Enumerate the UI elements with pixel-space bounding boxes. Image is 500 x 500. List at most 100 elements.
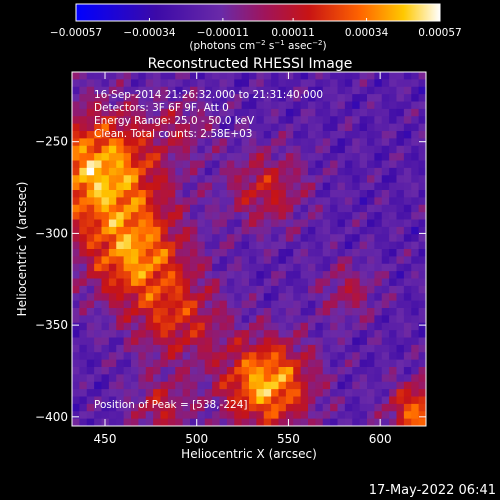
heatmap-cell — [396, 396, 405, 405]
heatmap-cell — [86, 278, 95, 287]
heatmap-cell — [219, 278, 228, 287]
heatmap-cell — [352, 308, 361, 316]
heatmap-cell — [212, 226, 221, 235]
heatmap-cell — [219, 418, 228, 426]
heatmap-cell — [396, 389, 405, 398]
heatmap-cell — [123, 322, 132, 331]
heatmap-cell — [123, 190, 132, 198]
heatmap-cell — [175, 374, 184, 383]
heatmap-cell — [300, 308, 309, 316]
heatmap-cell — [219, 175, 228, 184]
heatmap-cell — [116, 411, 125, 420]
heatmap-cell — [219, 344, 228, 353]
heatmap-cell — [359, 241, 368, 250]
heatmap-cell — [374, 256, 383, 265]
heatmap-cell — [219, 219, 228, 228]
heatmap-cell — [219, 330, 228, 339]
heatmap-cell — [278, 271, 287, 280]
heatmap-cell — [411, 396, 420, 405]
heatmap-cell — [285, 330, 294, 339]
heatmap-cell — [315, 219, 324, 228]
heatmap-cell — [182, 94, 191, 103]
heatmap-cell — [403, 337, 412, 346]
heatmap-cell — [197, 190, 206, 198]
heatmap-cell — [72, 131, 80, 139]
heatmap-cell — [116, 160, 125, 169]
heatmap-cell — [145, 263, 154, 272]
heatmap-cell — [190, 396, 198, 405]
heatmap-cell — [79, 241, 88, 250]
heatmap-cell — [131, 418, 139, 426]
heatmap-cell — [381, 271, 390, 280]
heatmap-cell — [153, 79, 162, 88]
heatmap-cell — [359, 256, 368, 265]
heatmap-cell — [344, 145, 353, 154]
heatmap-cell — [389, 381, 398, 390]
heatmap-cell — [263, 94, 272, 103]
heatmap-cell — [197, 204, 206, 213]
heatmap-cell — [374, 374, 383, 383]
heatmap-cell — [145, 271, 154, 280]
heatmap-cell — [153, 190, 162, 198]
heatmap-cell — [344, 344, 353, 353]
heatmap-cell — [167, 204, 176, 213]
heatmap-cell — [308, 330, 316, 339]
heatmap-cell — [94, 101, 103, 110]
heatmap-cell — [197, 212, 206, 221]
heatmap-cell — [175, 175, 184, 184]
heatmap-cell — [190, 308, 198, 316]
heatmap-cell — [175, 182, 184, 191]
heatmap-cell — [263, 322, 272, 331]
heatmap-cell — [153, 212, 162, 221]
heatmap-cell — [145, 381, 154, 390]
heatmap-cell — [86, 108, 95, 117]
heatmap-cell — [403, 86, 412, 95]
heatmap-cell — [138, 396, 147, 405]
heatmap-cell — [293, 293, 302, 302]
heatmap-cell — [396, 79, 405, 88]
heatmap-cell — [293, 396, 302, 405]
heatmap-cell — [330, 315, 339, 324]
heatmap-cell — [403, 322, 412, 331]
heatmap-cell — [175, 234, 184, 243]
heatmap-cell — [322, 234, 331, 243]
heatmap-cell — [285, 108, 294, 117]
heatmap-cell — [322, 72, 331, 80]
heatmap-cell — [241, 175, 250, 184]
heatmap-cell — [411, 86, 420, 95]
heatmap-cell — [123, 367, 132, 375]
heatmap-cell — [212, 278, 221, 287]
heatmap-cell — [123, 396, 132, 405]
heatmap-cell — [300, 175, 309, 184]
heatmap-cell — [94, 72, 103, 80]
heatmap-cell — [249, 234, 257, 243]
heatmap-cell — [418, 344, 426, 353]
heatmap-cell — [285, 131, 294, 139]
heatmap-cell — [94, 337, 103, 346]
heatmap-cell — [175, 381, 184, 390]
heatmap-cell — [337, 330, 346, 339]
heatmap-cell — [285, 389, 294, 398]
heatmap-cell — [381, 418, 390, 426]
heatmap-cell — [389, 145, 398, 154]
heatmap-cell — [226, 219, 235, 228]
heatmap-cell — [138, 226, 147, 235]
heatmap-cell — [153, 374, 162, 383]
heatmap-cell — [271, 293, 280, 302]
heatmap-cell — [226, 308, 235, 316]
heatmap-cell — [308, 403, 316, 412]
heatmap-cell — [94, 403, 103, 412]
heatmap-cell — [160, 403, 169, 412]
heatmap-cell — [403, 131, 412, 139]
heatmap-cell — [94, 219, 103, 228]
heatmap-cell — [256, 116, 265, 125]
heatmap-cell — [359, 403, 368, 412]
heatmap-cell — [94, 212, 103, 221]
heatmap-cell — [94, 418, 103, 426]
heatmap-cell — [153, 175, 162, 184]
heatmap-cell — [226, 278, 235, 287]
heatmap-cell — [72, 418, 80, 426]
heatmap-cell — [285, 72, 294, 80]
heatmap-cell — [381, 249, 390, 257]
heatmap-cell — [241, 300, 250, 309]
